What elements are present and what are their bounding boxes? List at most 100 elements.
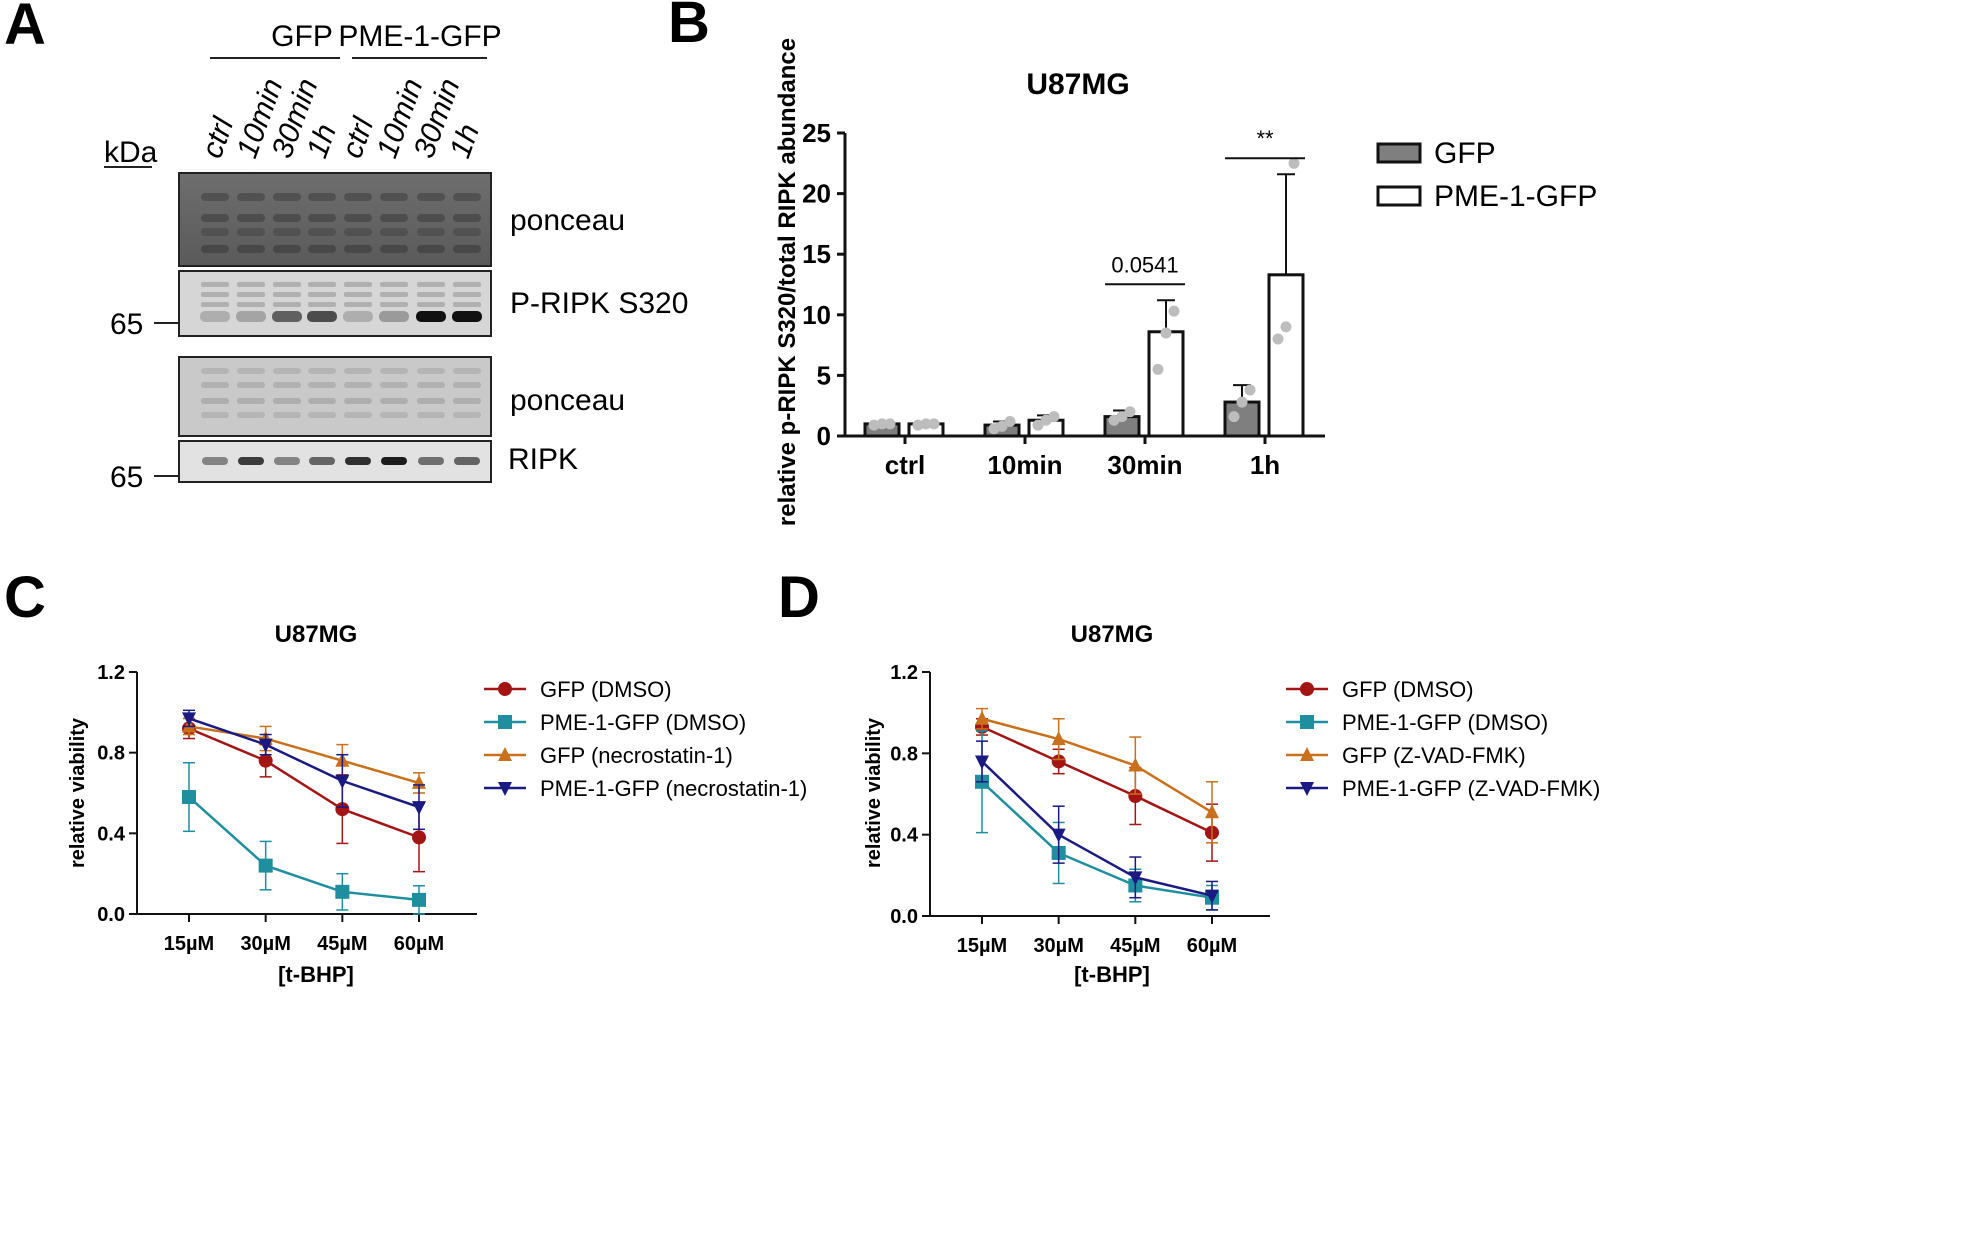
marker-triangle-down [335, 774, 350, 789]
ponceau-band [308, 214, 336, 222]
ponceau-band [453, 398, 481, 404]
series-line [188, 727, 420, 839]
blot-band [273, 282, 301, 287]
marker-triangle-down [1128, 871, 1143, 886]
ponceau-band [380, 193, 408, 201]
bar [1267, 273, 1305, 438]
ponceau-band [344, 228, 372, 236]
marker-triangle-up [1300, 747, 1314, 761]
blot-label: ponceau [510, 384, 625, 417]
ponceau-band [237, 228, 265, 236]
blot-band [453, 282, 481, 287]
p-ripk-band [379, 311, 409, 322]
marker-circle [1300, 682, 1314, 696]
blot-band [273, 292, 301, 297]
data-point [1032, 419, 1044, 431]
ponceau-band [237, 214, 265, 222]
ponceau-band [453, 193, 481, 201]
p-ripk-band [272, 311, 302, 322]
x-tick-label: 15µM [164, 933, 214, 955]
panel-c: C U87MG relative viability [t-BHP] 0.00.… [4, 565, 807, 987]
panel-d: D U87MG relative viability [t-BHP] 0.00.… [778, 565, 1600, 987]
data-point [1244, 384, 1256, 396]
ponceau-band [201, 368, 229, 374]
data-point [1152, 363, 1164, 375]
series-line [981, 780, 1213, 899]
ponceau-band [344, 214, 372, 222]
marker-triangle-down [182, 712, 196, 727]
marker-square [258, 858, 273, 873]
data-point [920, 418, 932, 430]
y-tick-label: 0.8 [890, 743, 918, 765]
marker-square [412, 892, 426, 907]
marker-triangle-up [975, 710, 989, 725]
panel-d-letter: D [778, 565, 820, 630]
marker-triangle-down [1205, 889, 1219, 904]
marker-square [1300, 715, 1314, 729]
kda-label: kDa [104, 136, 158, 169]
series-line [981, 760, 1213, 897]
ponceau-band [201, 228, 229, 236]
chart-c-xlabel: [t-BHP] [278, 962, 354, 987]
ponceau-band [380, 368, 408, 374]
blot-band [344, 282, 372, 287]
ripk-band [345, 457, 371, 465]
p-ripk-band [416, 311, 446, 322]
panel-b-letter: B [668, 0, 710, 55]
ripk-band [418, 457, 444, 465]
y-tick-label: 0 [817, 421, 831, 451]
marker-triangle-down [1051, 828, 1066, 843]
chart-d-title: U87MG [1071, 621, 1154, 648]
chart-c: 0.0 0.4 0.8 1.2 15µM 30µM 45µM 60µM [97, 662, 477, 955]
blot-band [380, 292, 408, 297]
y-tick-label: 1.2 [97, 662, 125, 684]
blot-label: P-RIPK S320 [510, 287, 688, 320]
ponceau-band [453, 245, 481, 253]
p-ripk-band [236, 311, 266, 322]
ponceau-band [201, 245, 229, 253]
ponceau-band [453, 214, 481, 222]
significance-label: ** [1256, 126, 1274, 151]
x-tick-label: 45µM [1110, 935, 1160, 957]
marker-triangle-up [1128, 757, 1143, 772]
data-point [1228, 411, 1240, 423]
legend-swatch-gfp [1376, 142, 1422, 164]
ponceau-band [273, 412, 301, 418]
p-ripk-band [452, 311, 482, 322]
y-tick-label: 0.0 [890, 906, 918, 928]
ponceau-band [308, 412, 336, 418]
ponceau-band [273, 245, 301, 253]
marker-65: 65 [110, 461, 143, 494]
data-point [1116, 411, 1128, 423]
data-point [1236, 396, 1248, 408]
y-tick-label: 0.4 [97, 823, 126, 845]
ponceau-band [417, 368, 445, 374]
y-tick-label: 25 [802, 118, 831, 148]
blot-band [201, 282, 229, 287]
blot-band [344, 292, 372, 297]
ponceau-band [344, 193, 372, 201]
ponceau-band [237, 193, 265, 201]
ripk-band [309, 457, 335, 465]
ponceau-band [273, 228, 301, 236]
blot-band [380, 302, 408, 307]
ponceau-band [308, 382, 336, 388]
legend-label: PME-1-GFP (DMSO) [1342, 710, 1548, 735]
marker-triangle-down [258, 738, 273, 753]
ponceau-band [380, 228, 408, 236]
blot-ponceau-1 [178, 172, 492, 267]
y-tick-label: 10 [802, 300, 831, 330]
legend-label: PME-1-GFP (DMSO) [540, 710, 746, 735]
ponceau-band [308, 245, 336, 253]
data-point [1004, 415, 1016, 427]
marker-square [498, 715, 512, 729]
chart-d: 0.0 0.4 0.8 1.2 15µM 30µM 45µM 60µM [890, 662, 1270, 957]
ponceau-band [308, 368, 336, 374]
legend-label: PME-1-GFP (Z-VAD-FMK) [1342, 776, 1600, 801]
ponceau-band [453, 368, 481, 374]
p-ripk-band [307, 311, 337, 322]
blot-band [201, 302, 229, 307]
legend-d: GFP (DMSO) PME-1-GFP (DMSO) GFP (Z-VAD-FMK… [1286, 677, 1600, 801]
ponceau-band [417, 412, 445, 418]
x-tick-label: 60µM [394, 933, 444, 955]
